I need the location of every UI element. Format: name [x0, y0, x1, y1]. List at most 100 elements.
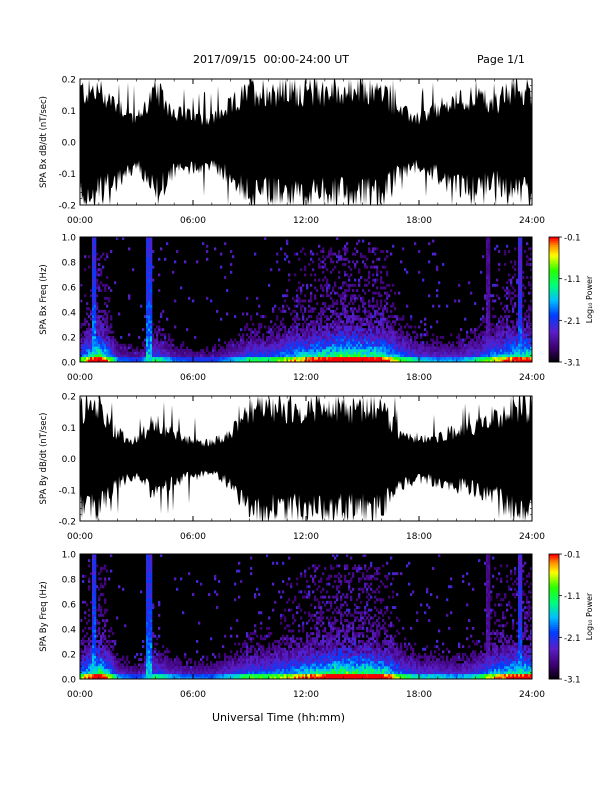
spectrogram-cell	[352, 260, 355, 264]
spectrogram-cell	[526, 338, 529, 342]
spectrogram-cell	[480, 317, 483, 321]
spectrogram-cell	[158, 320, 161, 324]
spectrogram-cell	[360, 335, 363, 339]
spectrogram-cell	[352, 296, 355, 300]
spectrogram-cell	[288, 335, 291, 339]
spectrogram-cell	[120, 354, 123, 358]
spectrogram-cell	[90, 346, 93, 350]
spectrogram-cell	[274, 341, 277, 345]
spectrogram-cell	[302, 338, 305, 342]
spectrogram-cell	[360, 296, 363, 300]
spectrogram-cell	[94, 239, 97, 243]
spectrogram-cell	[142, 348, 145, 352]
spectrogram-cell	[148, 650, 151, 654]
spectrogram-cell	[146, 621, 149, 625]
spectrogram-cell	[370, 338, 373, 342]
spectrogram-cell	[108, 655, 111, 659]
spectrogram-cell	[148, 296, 151, 300]
spectrogram-cell	[342, 302, 345, 305]
spectrogram-cell	[174, 665, 177, 669]
spectrogram-cell	[460, 328, 463, 332]
spectrogram-cell	[94, 260, 97, 264]
spectrogram-cell	[310, 307, 313, 311]
spectrogram-cell	[334, 317, 337, 321]
spectrogram-cell	[490, 325, 493, 329]
spectrogram-cell	[100, 673, 103, 677]
spectrogram-cell	[422, 359, 425, 363]
spectrogram-cell	[214, 346, 217, 350]
spectrogram-cell	[80, 338, 83, 342]
spectrogram-cell	[468, 346, 471, 350]
spectrogram-cell	[90, 356, 93, 360]
spectrogram-cell	[436, 268, 439, 272]
spectrogram-cell	[378, 348, 381, 352]
spectrogram-cell	[330, 291, 333, 295]
spectrogram-cell	[522, 330, 525, 334]
spectrogram-cell	[300, 307, 303, 311]
spectrogram-cell	[148, 629, 151, 633]
spectrogram-cell	[266, 341, 269, 345]
spectrogram-cell	[100, 639, 103, 643]
spectrogram-cell	[344, 341, 347, 345]
spectrogram-cell	[488, 307, 491, 311]
spectrogram-cell	[118, 348, 121, 352]
spectrogram-cell	[466, 359, 469, 363]
spectrogram-cell	[180, 346, 183, 350]
spectrogram-cell	[296, 335, 299, 339]
spectrogram-cell	[488, 291, 491, 295]
spectrogram-cell	[520, 309, 523, 313]
spectrogram-cell	[158, 650, 161, 654]
spectrogram-cell	[330, 333, 333, 337]
spectrogram-cell	[96, 608, 99, 612]
spectrogram-cell	[378, 338, 381, 342]
spectrogram-cell	[110, 335, 113, 339]
spectrogram-cell	[96, 315, 99, 319]
spectrogram-cell	[508, 341, 511, 345]
spectrogram-cell	[262, 343, 265, 347]
spectrogram-cell	[144, 655, 147, 659]
spectrogram-cell	[410, 343, 413, 347]
spectrogram-cell	[348, 333, 351, 337]
spectrogram-cell	[96, 335, 99, 339]
spectrogram-cell	[310, 252, 313, 256]
spectrogram-cell	[428, 242, 431, 246]
spectrogram-cell	[460, 348, 463, 352]
spectrogram-cell	[482, 330, 485, 334]
spectrogram-cell	[412, 330, 415, 334]
spectrogram-cell	[110, 658, 113, 662]
spectrogram-cell	[336, 335, 339, 339]
spectrogram-cell	[368, 354, 371, 358]
spectrogram-cell	[260, 343, 263, 347]
spectrogram-cell	[520, 359, 523, 363]
spectrogram-cell	[326, 268, 329, 272]
spectrogram-cell	[86, 343, 89, 347]
spectrogram-cell	[530, 299, 533, 303]
spectrogram-cell	[420, 351, 423, 355]
spectrogram-cell	[430, 338, 433, 342]
spectrogram-cell	[510, 354, 513, 358]
spectrogram-cell	[338, 325, 341, 329]
spectrogram-cell	[358, 315, 361, 319]
spectrogram-cell	[512, 304, 515, 308]
spectrogram-cell	[396, 333, 399, 337]
spectrogram-cell	[92, 286, 95, 290]
spectrogram-cell	[474, 356, 477, 360]
spectrogram-cell	[96, 663, 99, 667]
spectrogram-cell	[96, 655, 99, 659]
spectrogram-cell	[322, 250, 325, 253]
spectrogram-cell	[150, 252, 153, 256]
spectrogram-cell	[88, 354, 91, 358]
spectrogram-cell	[362, 302, 365, 305]
spectrogram-cell	[174, 325, 177, 329]
spectrogram-cell	[520, 257, 523, 261]
spectrogram-cell	[80, 343, 83, 347]
spectrogram-cell	[148, 676, 151, 680]
spectrogram-cell	[84, 658, 87, 662]
spectrogram-cell	[106, 304, 109, 308]
spectrogram-cell	[82, 639, 85, 643]
spectrogram-cell	[98, 273, 101, 277]
spectrogram-cell	[90, 673, 93, 677]
spectrogram-cell	[358, 343, 361, 347]
spectrogram-cell	[108, 359, 111, 363]
spectrogram-cell	[148, 260, 151, 264]
